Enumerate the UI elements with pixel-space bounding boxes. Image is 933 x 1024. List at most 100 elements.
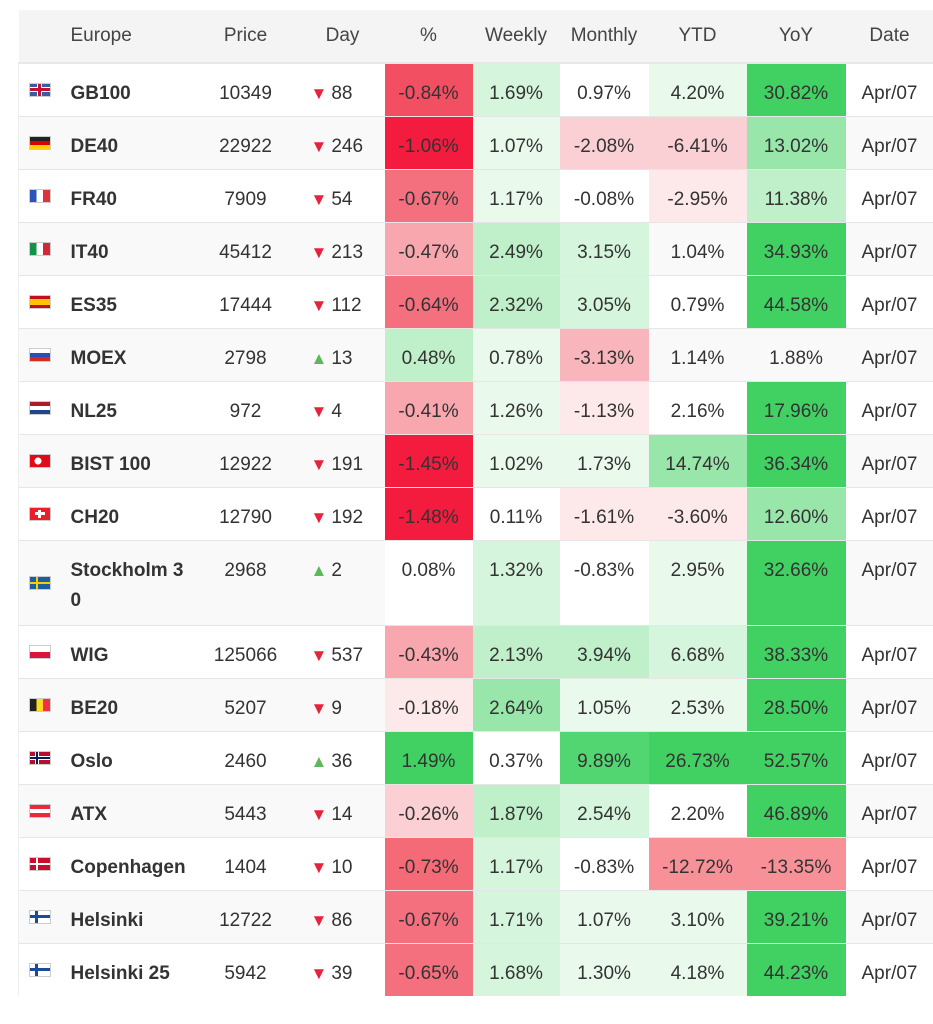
flag-cell <box>18 678 61 732</box>
index-name-link[interactable]: Oslo <box>60 731 191 785</box>
table-row[interactable]: ATX 5443 ▼ 14 -0.26% 1.87% 2.54% 2.20% 46.89% Apr… <box>18 784 933 838</box>
day-change-cell: ▼ 192 <box>300 487 385 541</box>
index-name-link[interactable]: CH20 <box>60 487 191 541</box>
header-yoy[interactable]: YoY <box>746 10 846 64</box>
ytd-cell: 14.74% <box>648 434 747 488</box>
date-cell: Apr/07 <box>845 169 933 223</box>
pct-cell: 0.48% <box>384 328 473 382</box>
ytd-cell: 2.20% <box>648 784 747 838</box>
weekly-cell: 2.49% <box>472 222 560 276</box>
monthly-cell: 3.15% <box>559 222 649 276</box>
flag-se-icon <box>28 575 51 590</box>
pct-cell: -0.67% <box>384 890 473 944</box>
index-name-link[interactable]: Helsinki <box>60 890 191 944</box>
header-day[interactable]: Day <box>300 10 385 64</box>
yoy-cell: 39.21% <box>746 890 846 944</box>
header-ytd[interactable]: YTD <box>648 10 747 64</box>
index-name-link[interactable]: FR40 <box>60 169 191 223</box>
flag-fr-icon <box>28 188 51 203</box>
price-cell: 2798 <box>190 328 301 382</box>
table-row[interactable]: Helsinki 12722 ▼ 86 -0.67% 1.71% 1.07% 3.10% 39.… <box>18 890 933 944</box>
index-name-link[interactable]: BIST 100 <box>60 434 191 488</box>
index-name-link[interactable]: DE40 <box>60 116 191 170</box>
table-row[interactable]: BIST 100 12922 ▼ 191 -1.45% 1.02% 1.73% 14.74% 3… <box>18 434 933 488</box>
header-weekly[interactable]: Weekly <box>472 10 560 64</box>
table-row[interactable]: FR40 7909 ▼ 54 -0.67% 1.17% -0.08% -2.95% 11.38%… <box>18 169 933 223</box>
header-monthly[interactable]: Monthly <box>559 10 649 64</box>
day-change-cell: ▲ 13 <box>300 328 385 382</box>
yoy-cell: 36.34% <box>746 434 846 488</box>
table-row[interactable]: IT40 45412 ▼ 213 -0.47% 2.49% 3.15% 1.04% 34.93%… <box>18 222 933 276</box>
index-name-link[interactable]: BE20 <box>60 678 191 732</box>
table-row[interactable]: BE20 5207 ▼ 9 -0.18% 2.64% 1.05% 2.53% 28.50% Apr… <box>18 678 933 732</box>
monthly-cell: 1.30% <box>559 943 649 996</box>
table-row[interactable]: Copenhagen 1404 ▼ 10 -0.73% 1.17% -0.83% -12.72… <box>18 837 933 891</box>
day-change-value: 86 <box>331 910 353 931</box>
weekly-cell: 1.87% <box>472 784 560 838</box>
date-cell: Apr/07 <box>845 625 933 679</box>
table-row[interactable]: GB100 10349 ▼ 88 -0.84% 1.69% 0.97% 4.20% 30.82%… <box>18 62 933 117</box>
flag-cell <box>18 731 61 785</box>
day-change-value: 10 <box>331 857 353 878</box>
date-cell: Apr/07 <box>845 222 933 276</box>
price-cell: 12722 <box>190 890 301 944</box>
index-name-link[interactable]: IT40 <box>60 222 191 276</box>
header-date[interactable]: Date <box>845 10 933 64</box>
weekly-cell: 0.78% <box>472 328 560 382</box>
ytd-cell: 2.95% <box>648 540 747 626</box>
header-price[interactable]: Price <box>190 10 301 64</box>
date-cell: Apr/07 <box>845 487 933 541</box>
index-name-link[interactable]: MOEX <box>60 328 191 382</box>
table-row[interactable]: NL25 972 ▼ 4 -0.41% 1.26% -1.13% 2.16% 17.96% Apr… <box>18 381 933 435</box>
weekly-cell: 1.32% <box>472 540 560 626</box>
table-row[interactable]: ES35 17444 ▼ 112 -0.64% 2.32% 3.05% 0.79% 44.58%… <box>18 275 933 329</box>
day-change-value: 88 <box>331 83 353 104</box>
index-name-link[interactable]: Stockholm 30 <box>60 540 191 626</box>
index-name-link[interactable]: ES35 <box>60 275 191 329</box>
table-row[interactable]: MOEX 2798 ▲ 13 0.48% 0.78% -3.13% 1.14% 1.88% Apr… <box>18 328 933 382</box>
triangle-down-icon: ▼ <box>310 646 328 665</box>
header-pct[interactable]: % <box>384 10 473 64</box>
ytd-cell: 4.18% <box>648 943 747 996</box>
table-row[interactable]: DE40 22922 ▼ 246 -1.06% 1.07% -2.08% -6.41% 13.0… <box>18 116 933 170</box>
weekly-cell: 1.26% <box>472 381 560 435</box>
day-change-cell: ▼ 213 <box>300 222 385 276</box>
flag-cell <box>18 222 61 276</box>
weekly-cell: 1.71% <box>472 890 560 944</box>
index-name-link[interactable]: NL25 <box>60 381 191 435</box>
table-row[interactable]: Helsinki 25 5942 ▼ 39 -0.65% 1.68% 1.30% 4.18% 4… <box>18 943 933 996</box>
price-cell: 12922 <box>190 434 301 488</box>
table-row[interactable]: Stockholm 30 2968 ▲ 2 0.08% 1.32% -0.83% 2.95% 3… <box>18 540 933 626</box>
day-change-cell: ▼ 191 <box>300 434 385 488</box>
weekly-cell: 0.11% <box>472 487 560 541</box>
weekly-cell: 2.13% <box>472 625 560 679</box>
yoy-cell: 44.23% <box>746 943 846 996</box>
triangle-down-icon: ▼ <box>310 858 328 877</box>
index-name-link[interactable]: ATX <box>60 784 191 838</box>
day-change-cell: ▼ 10 <box>300 837 385 891</box>
ytd-cell: 26.73% <box>648 731 747 785</box>
day-change-cell: ▼ 86 <box>300 890 385 944</box>
index-name-link[interactable]: Copenhagen <box>60 837 191 891</box>
table-row[interactable]: WIG 125066 ▼ 537 -0.43% 2.13% 3.94% 6.68% 38.33%… <box>18 625 933 679</box>
weekly-cell: 1.02% <box>472 434 560 488</box>
day-change-value: 4 <box>331 401 342 422</box>
flag-cell <box>18 625 61 679</box>
yoy-cell: 52.57% <box>746 731 846 785</box>
table-row[interactable]: Oslo 2460 ▲ 36 1.49% 0.37% 9.89% 26.73% 52.57% Ap… <box>18 731 933 785</box>
flag-cell <box>18 487 61 541</box>
day-change-value: 112 <box>331 295 362 316</box>
day-change-value: 9 <box>331 698 342 719</box>
header-region[interactable]: Europe <box>60 10 191 64</box>
index-name-link[interactable]: GB100 <box>60 62 191 117</box>
day-change-cell: ▼ 112 <box>300 275 385 329</box>
flag-cell <box>18 169 61 223</box>
index-name-link[interactable]: WIG <box>60 625 191 679</box>
index-name-link[interactable]: Helsinki 25 <box>60 943 191 996</box>
flag-dk-icon <box>28 856 51 871</box>
table-row[interactable]: CH20 12790 ▼ 192 -1.48% 0.11% -1.61% -3.60% 12.6… <box>18 487 933 541</box>
weekly-cell: 1.17% <box>472 837 560 891</box>
flag-pl-icon <box>28 644 51 659</box>
ytd-cell: 2.16% <box>648 381 747 435</box>
pct-cell: -0.26% <box>384 784 473 838</box>
